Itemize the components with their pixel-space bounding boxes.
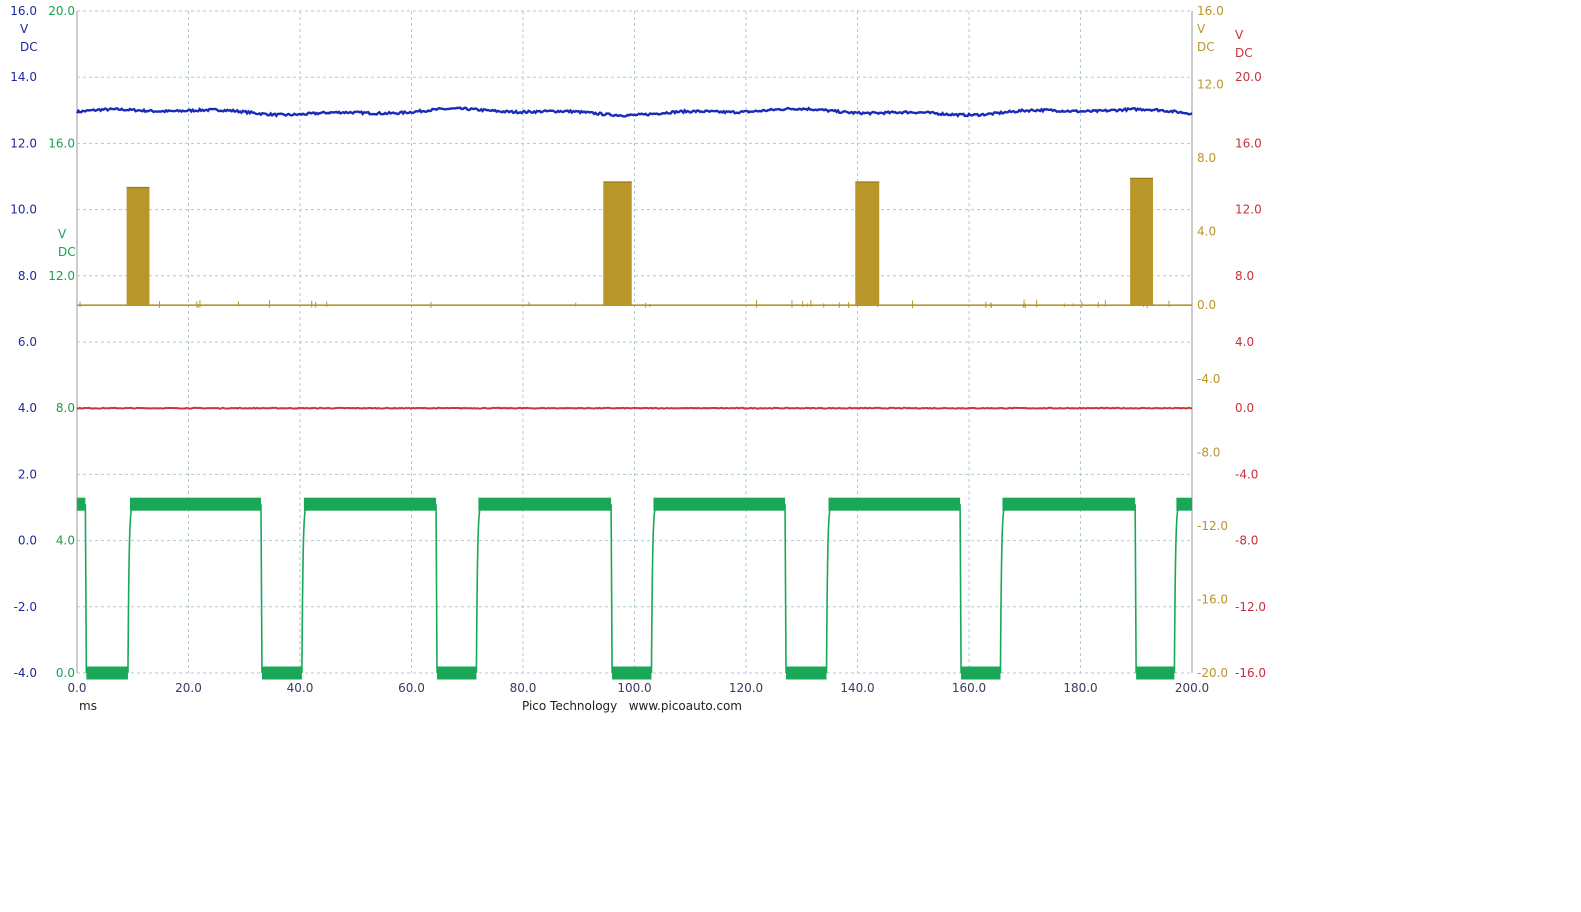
- tick-label-gold: -16.0: [1197, 592, 1228, 606]
- x-tick-label: 160.0: [952, 681, 986, 695]
- square-low-3: [437, 666, 477, 680]
- square-rise-edge: [127, 503, 134, 674]
- square-rise-edge: [650, 503, 658, 674]
- square-fall-edge: [84, 504, 88, 674]
- tick-label-green: 16.0: [48, 136, 75, 150]
- unit-label-blue: V: [20, 22, 29, 36]
- tick-label-gold: -4.0: [1197, 372, 1220, 386]
- footer-credit: Pico Technology www.picoauto.com: [522, 699, 742, 713]
- tick-label-blue: 10.0: [10, 203, 37, 217]
- tick-label-red: -8.0: [1235, 534, 1258, 548]
- square-rise-edge: [475, 503, 483, 674]
- tick-label-blue: 0.0: [18, 534, 37, 548]
- x-tick-label: 0.0: [67, 681, 86, 695]
- tick-label-green: 8.0: [56, 401, 75, 415]
- square-high-8: [1176, 497, 1192, 511]
- tick-label-red: 16.0: [1235, 136, 1262, 150]
- square-low-2: [261, 666, 302, 680]
- square-rise-edge: [825, 503, 833, 674]
- unit-label-red: V: [1235, 28, 1244, 42]
- pulse-2: [603, 182, 632, 306]
- x-tick-label: 100.0: [617, 681, 651, 695]
- tick-label-blue: -4.0: [14, 666, 37, 680]
- x-tick-label: 140.0: [840, 681, 874, 695]
- tick-label-gold: 12.0: [1197, 78, 1224, 92]
- x-unit-label: ms: [79, 699, 97, 713]
- x-tick-label: 80.0: [510, 681, 537, 695]
- unit-label-blue: DC: [20, 40, 38, 54]
- tick-label-red: -16.0: [1235, 666, 1266, 680]
- tick-label-blue: 8.0: [18, 269, 37, 283]
- tick-label-red: -4.0: [1235, 467, 1258, 481]
- tick-label-green: 12.0: [48, 269, 75, 283]
- square-rise-edge: [1173, 503, 1181, 674]
- tick-label-gold: 4.0: [1197, 225, 1216, 239]
- pulse-4: [1130, 178, 1153, 306]
- tick-label-blue: 2.0: [18, 467, 37, 481]
- x-tick-label: 120.0: [729, 681, 763, 695]
- tick-label-blue: 6.0: [18, 335, 37, 349]
- square-high-4: [478, 497, 612, 511]
- tick-label-red: 4.0: [1235, 335, 1254, 349]
- unit-label-green: V: [58, 227, 67, 241]
- square-low-5: [786, 666, 827, 680]
- tick-label-blue: 4.0: [18, 401, 37, 415]
- square-high-7: [1002, 497, 1136, 511]
- trace-red: [76, 406, 1192, 410]
- square-fall-edge: [1134, 504, 1137, 674]
- tick-label-blue: -2.0: [14, 600, 37, 614]
- trace-blue: [75, 106, 1193, 118]
- square-low-6: [961, 666, 1001, 680]
- tick-label-gold: 0.0: [1197, 298, 1216, 312]
- x-tick-label: 20.0: [175, 681, 202, 695]
- tick-label-red: -12.0: [1235, 600, 1266, 614]
- tick-label-red: 20.0: [1235, 70, 1262, 84]
- unit-label-green: DC: [58, 245, 76, 259]
- tick-label-green: 0.0: [56, 666, 75, 680]
- x-tick-label: 180.0: [1063, 681, 1097, 695]
- square-fall-edge: [610, 504, 613, 674]
- pulse-3: [855, 182, 880, 306]
- unit-label-red: DC: [1235, 46, 1253, 60]
- square-fall-edge: [959, 504, 962, 674]
- tick-label-gold: -12.0: [1197, 519, 1228, 533]
- axes: 16.0 14.0 12.0 10.0 8.0 6.0 4.0 2.0 0.0 -2.0 -4.0 V…: [10, 4, 1266, 713]
- square-low-7: [1136, 666, 1175, 680]
- tick-label-red: 0.0: [1235, 401, 1254, 415]
- square-high-5: [653, 497, 786, 511]
- x-tick-label: 200.0: [1175, 681, 1209, 695]
- tick-label-blue: 12.0: [10, 136, 37, 150]
- tick-label-gold: -8.0: [1197, 445, 1220, 459]
- tick-label-green: 20.0: [48, 4, 75, 18]
- square-rise-edge: [999, 503, 1007, 674]
- tick-label-red: 12.0: [1235, 203, 1262, 217]
- tick-label-gold: 8.0: [1197, 151, 1216, 165]
- square-high-2: [129, 497, 261, 511]
- square-low-1: [86, 666, 128, 680]
- square-high-1: [77, 497, 86, 511]
- traces: [75, 106, 1193, 680]
- x-tick-label: 60.0: [398, 681, 425, 695]
- square-low-4: [612, 666, 652, 680]
- tick-label-blue: 14.0: [10, 70, 37, 84]
- tick-label-gold: 16.0: [1197, 4, 1224, 18]
- square-fall-edge: [784, 504, 787, 674]
- unit-label-gold: DC: [1197, 40, 1215, 54]
- tick-label-green: 4.0: [56, 534, 75, 548]
- tick-label-gold: -20.0: [1197, 666, 1228, 680]
- square-high-3: [303, 497, 437, 511]
- grid: [76, 10, 1193, 674]
- square-rise-edge: [301, 503, 308, 674]
- square-fall-edge: [260, 504, 263, 674]
- pulse-1: [126, 187, 150, 306]
- tick-label-red: 8.0: [1235, 269, 1254, 283]
- x-tick-label: 40.0: [287, 681, 314, 695]
- unit-label-gold: V: [1197, 22, 1206, 36]
- tick-label-blue: 16.0: [10, 4, 37, 18]
- square-high-6: [828, 497, 961, 511]
- square-fall-edge: [435, 504, 438, 674]
